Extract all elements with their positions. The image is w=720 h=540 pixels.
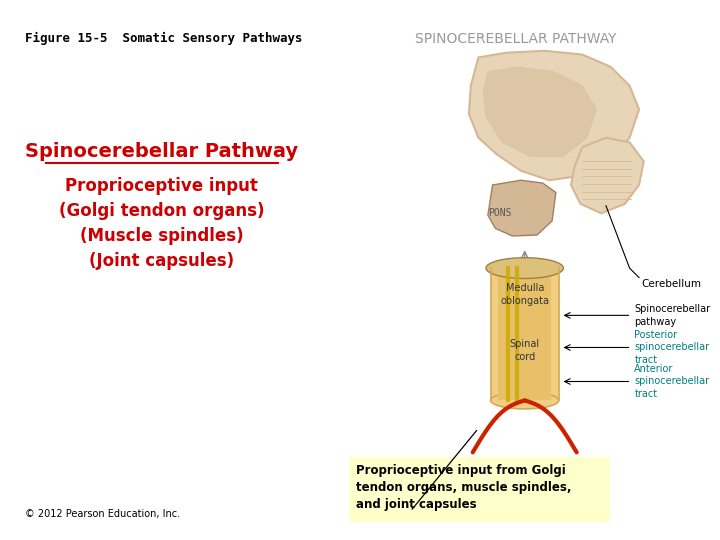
FancyBboxPatch shape (349, 457, 610, 522)
Polygon shape (483, 67, 596, 157)
Text: Cerebellum: Cerebellum (641, 279, 701, 289)
Text: © 2012 Pearson Education, Inc.: © 2012 Pearson Education, Inc. (25, 509, 180, 518)
Text: Spinal
cord: Spinal cord (510, 339, 540, 361)
Bar (491, 268, 559, 400)
Ellipse shape (491, 260, 559, 276)
Text: Proprioceptive input from Golgi
tendon organs, muscle spindles,
and joint capsul: Proprioceptive input from Golgi tendon o… (356, 464, 571, 511)
Ellipse shape (486, 258, 564, 279)
Text: Posterior
spinocerebellar
tract: Posterior spinocerebellar tract (634, 330, 709, 365)
Text: Spinocerebellar
pathway: Spinocerebellar pathway (634, 304, 711, 327)
Text: Proprioceptive input
(Golgi tendon organs)
(Muscle spindles)
(Joint capsules): Proprioceptive input (Golgi tendon organ… (59, 178, 265, 271)
Text: PONS: PONS (488, 208, 512, 218)
Text: Spinocerebellar Pathway: Spinocerebellar Pathway (25, 143, 298, 161)
Polygon shape (469, 51, 639, 180)
Text: SPINOCEREBELLAR PATHWAY: SPINOCEREBELLAR PATHWAY (415, 32, 617, 46)
Polygon shape (571, 138, 644, 213)
Text: Anterior
spinocerebellar
tract: Anterior spinocerebellar tract (634, 364, 709, 399)
Bar (498, 268, 551, 400)
Text: Figure 15-5  Somatic Sensory Pathways: Figure 15-5 Somatic Sensory Pathways (25, 32, 302, 45)
Text: Medulla
oblongata: Medulla oblongata (500, 284, 549, 306)
Polygon shape (488, 180, 556, 236)
Ellipse shape (491, 392, 559, 409)
